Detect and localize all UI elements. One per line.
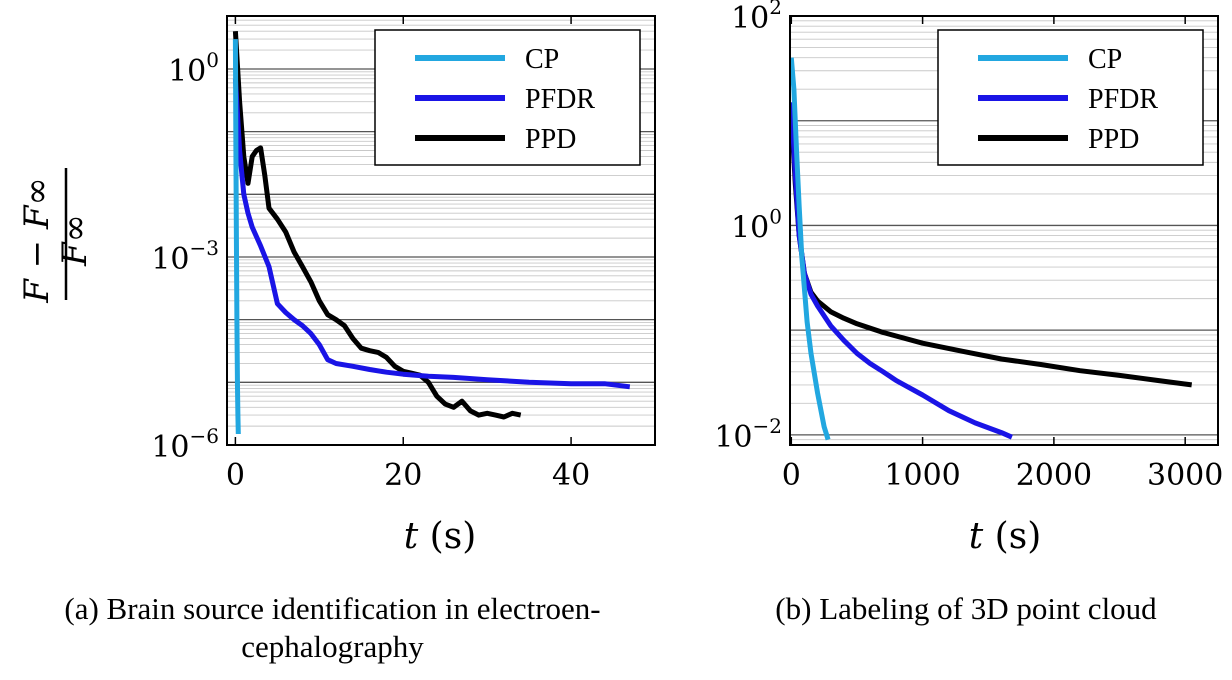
caption-a-line-2: cephalography	[0, 628, 665, 666]
y-tick-label: 10−2	[714, 414, 782, 455]
y-ticks: 10−6 10−3 100	[151, 48, 219, 465]
x-tick-label: 0	[226, 458, 245, 493]
legend-label-ppd: PPD	[1088, 124, 1139, 155]
x-axis-label: t (s)	[404, 516, 477, 557]
legend: CP PFDR PPD	[375, 30, 640, 165]
x-tick-label: 0	[782, 458, 801, 493]
legend-label-cp: CP	[525, 44, 559, 75]
y-tick-label: 100	[168, 48, 219, 89]
shared-y-axis-label: F − F∞ F∞	[17, 168, 95, 304]
y-ticks: 10−2 100 102	[714, 0, 782, 455]
y-tick-label: 100	[731, 204, 782, 245]
x-tick-label: 1000	[884, 458, 960, 493]
caption-b-line-1: (b) Labeling of 3D point cloud	[700, 590, 1232, 628]
legend-label-pfdr: PFDR	[525, 84, 595, 115]
y-axis-label-numerator: F − F∞	[17, 177, 57, 304]
x-tick-label: 3000	[1147, 458, 1223, 493]
y-tick-label: 102	[731, 0, 782, 36]
figure-canvas: F − F∞ F∞ 0 20 40 10−6 10−3 100 CP PFDR PPD t (s)…	[0, 0, 1232, 680]
legend-label-pfdr: PFDR	[1088, 84, 1158, 115]
y-tick-label: 10−6	[151, 424, 219, 465]
legend: CP PFDR PPD	[938, 30, 1203, 165]
x-axis-label: t (s)	[969, 516, 1042, 557]
y-axis-label-denominator: F∞	[55, 214, 95, 267]
caption-a-line-1: (a) Brain source identification in elect…	[0, 590, 665, 628]
caption-b: (b) Labeling of 3D point cloud	[700, 590, 1232, 628]
legend-label-ppd: PPD	[525, 124, 576, 155]
legend-box	[375, 30, 640, 165]
x-tick-label: 20	[384, 458, 422, 493]
caption-a: (a) Brain source identification in elect…	[0, 590, 665, 666]
chart-a: 0 20 40 10−6 10−3 100 CP PFDR PPD t (s)	[151, 16, 655, 557]
chart-b: 0 1000 2000 3000 10−2 100 102 CP PFDR PPD t (s)	[714, 0, 1223, 557]
x-tick-label: 40	[552, 458, 590, 493]
legend-box	[938, 30, 1203, 165]
series-line-cp	[235, 39, 238, 434]
x-tick-label: 2000	[1016, 458, 1092, 493]
legend-label-cp: CP	[1088, 44, 1122, 75]
y-tick-label: 10−3	[151, 236, 219, 277]
